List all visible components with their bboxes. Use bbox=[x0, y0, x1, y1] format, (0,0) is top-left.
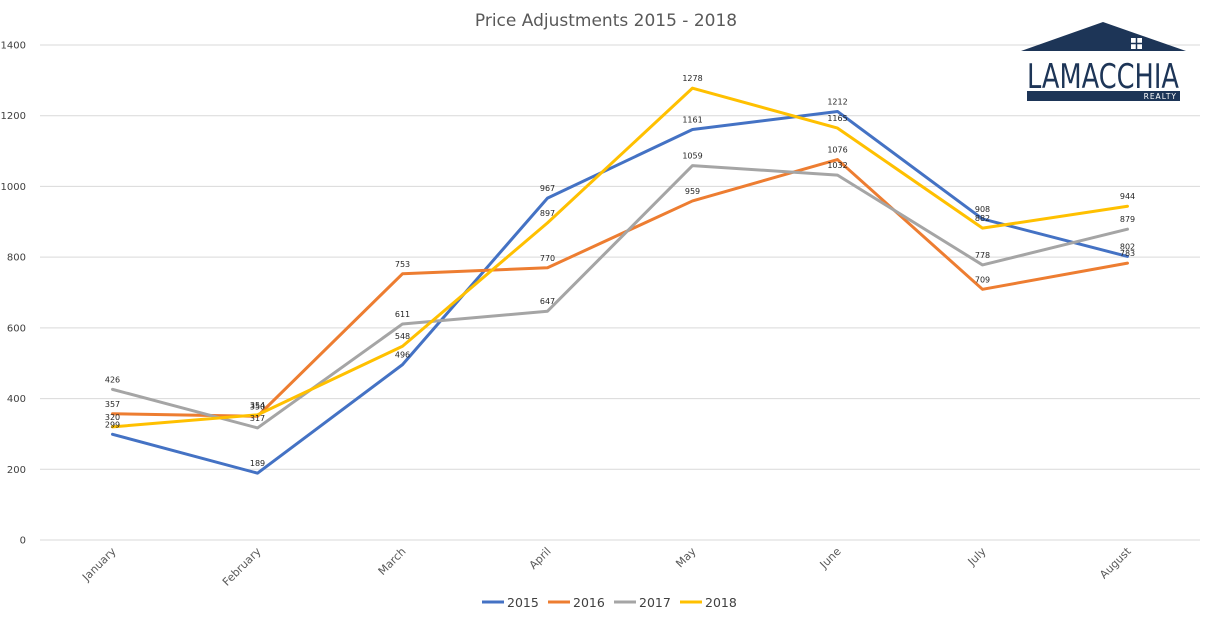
series-line-2018 bbox=[111, 86, 1129, 429]
data-label: 897 bbox=[540, 209, 555, 218]
series-line-2016 bbox=[111, 158, 1129, 418]
data-label: 299 bbox=[105, 420, 120, 429]
x-tick-label: January bbox=[79, 545, 119, 585]
data-label: 753 bbox=[395, 260, 410, 269]
x-tick-label: June bbox=[817, 545, 844, 572]
data-label: 354 bbox=[250, 401, 265, 410]
legend: 2015 2016 2017 2018 bbox=[482, 595, 737, 610]
legend-label: 2018 bbox=[705, 595, 737, 610]
data-label: 496 bbox=[395, 351, 410, 360]
y-tick-label: 0 bbox=[20, 536, 26, 547]
legend-label: 2017 bbox=[639, 595, 671, 610]
data-label: 783 bbox=[1120, 249, 1135, 258]
data-label: 548 bbox=[395, 332, 410, 341]
data-label: 1212 bbox=[827, 97, 847, 106]
data-label: 882 bbox=[975, 214, 990, 223]
y-tick-label: 200 bbox=[7, 465, 26, 476]
y-tick-label: 800 bbox=[7, 253, 26, 264]
data-label: 350 bbox=[250, 402, 265, 411]
legend-label: 2016 bbox=[573, 595, 605, 610]
data-label: 879 bbox=[1120, 215, 1135, 224]
series-lines bbox=[111, 86, 1129, 475]
gridlines bbox=[40, 44, 1200, 541]
data-label: 770 bbox=[540, 254, 555, 263]
y-tick-label: 1400 bbox=[1, 41, 26, 52]
logo-sub-bar bbox=[1027, 91, 1180, 101]
data-label: 611 bbox=[395, 310, 410, 319]
data-label: 778 bbox=[975, 251, 990, 260]
data-label: 967 bbox=[540, 184, 555, 193]
series-line-2017 bbox=[111, 164, 1129, 430]
data-label: 357 bbox=[105, 400, 120, 409]
data-label: 944 bbox=[1120, 192, 1135, 201]
x-tick-label: July bbox=[965, 545, 989, 569]
data-label: 1032 bbox=[827, 161, 847, 170]
y-axis-ticks: 0 200 400 600 800 1000 1200 1400 bbox=[1, 41, 26, 547]
x-axis-ticks: January February March April May June July Augu… bbox=[79, 544, 1134, 588]
logo-sub-text: REALTY bbox=[1144, 92, 1177, 101]
logo-roof-shape bbox=[1021, 22, 1186, 51]
data-label: 709 bbox=[975, 275, 990, 284]
data-label: 1161 bbox=[682, 116, 702, 125]
y-tick-label: 1200 bbox=[1, 111, 26, 122]
data-label: 802 bbox=[1120, 242, 1135, 251]
data-label: 959 bbox=[685, 187, 700, 196]
data-label: 1165 bbox=[827, 114, 847, 123]
x-tick-label: February bbox=[220, 545, 264, 589]
y-tick-label: 400 bbox=[7, 394, 26, 405]
data-label: 1059 bbox=[682, 152, 702, 161]
series-line-2015 bbox=[111, 109, 1129, 475]
data-label: 647 bbox=[540, 297, 555, 306]
data-label: 320 bbox=[105, 413, 120, 422]
y-tick-label: 600 bbox=[7, 323, 26, 334]
y-tick-label: 1000 bbox=[1, 182, 26, 193]
window-icon bbox=[1131, 38, 1142, 49]
logo-brand-text: LAMACCHIA bbox=[1027, 57, 1179, 97]
lamacchia-realty-logo: LAMACCHIA REALTY bbox=[1021, 22, 1186, 101]
x-tick-label: March bbox=[376, 545, 409, 578]
data-label: 189 bbox=[250, 459, 265, 468]
data-labels: 299 189 496 967 1161 1212 908 802 357 350 753 770 95… bbox=[105, 74, 1135, 468]
data-label: 317 bbox=[250, 414, 265, 423]
x-tick-label: August bbox=[1097, 544, 1134, 581]
x-tick-label: May bbox=[673, 545, 699, 571]
data-label: 426 bbox=[105, 375, 120, 384]
chart-title: Price Adjustments 2015 - 2018 bbox=[475, 11, 737, 31]
data-label: 1278 bbox=[682, 74, 702, 83]
x-tick-label: April bbox=[527, 545, 554, 572]
data-label: 1076 bbox=[827, 146, 847, 155]
legend-label: 2015 bbox=[507, 595, 539, 610]
data-label: 908 bbox=[975, 205, 990, 214]
